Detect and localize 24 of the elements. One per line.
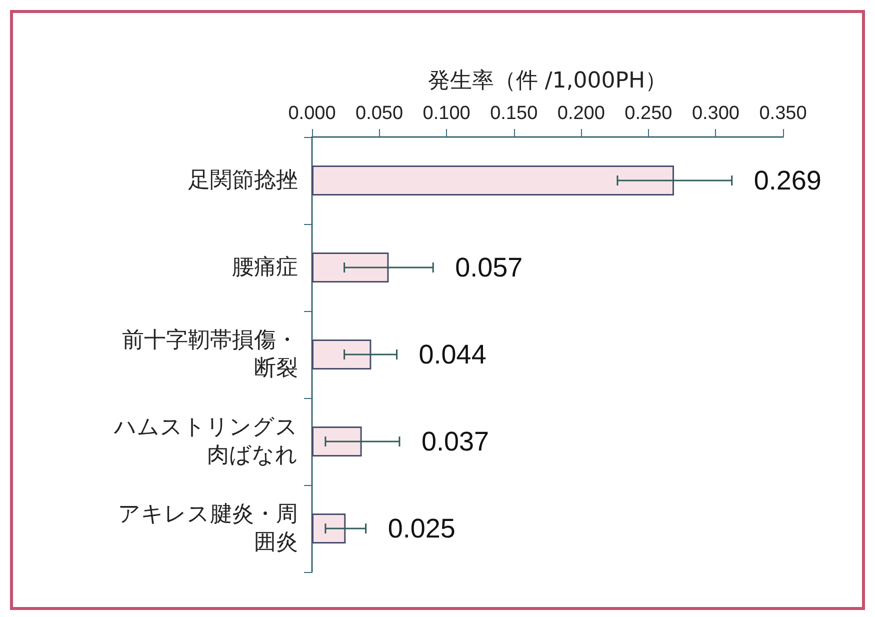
bar: [312, 426, 362, 456]
x-tick-label: 0.050: [356, 103, 404, 124]
bar: [312, 252, 389, 282]
bar: [312, 166, 674, 196]
x-tick-label: 0.200: [557, 103, 605, 124]
x-axis-title: 発生率（件 /1,000PH）: [428, 68, 668, 94]
x-tick-label: 0.350: [759, 103, 807, 124]
y-tick-label: 前十字靭帯損傷・断裂: [122, 328, 298, 381]
y-tick-label: 腰痛症: [232, 255, 298, 280]
y-tick-label: 足関節捻挫: [188, 168, 298, 193]
x-tick-label: 0.300: [692, 103, 740, 124]
y-tick-label: ハムストリングス肉ばなれ: [113, 415, 298, 468]
bar: [312, 340, 372, 370]
data-label: 0.269: [754, 166, 822, 196]
bar: [312, 514, 346, 544]
x-tick-label: 0.000: [288, 103, 336, 124]
x-tick-label: 0.100: [422, 103, 470, 124]
y-tick-label: アキレス腱炎・周囲炎: [118, 502, 298, 555]
data-label: 0.044: [418, 340, 486, 370]
x-tick-label: 0.150: [490, 103, 538, 124]
data-label: 0.025: [388, 514, 456, 544]
data-label: 0.037: [421, 426, 490, 456]
x-tick-label: 0.250: [624, 103, 672, 124]
data-label: 0.057: [455, 252, 523, 282]
